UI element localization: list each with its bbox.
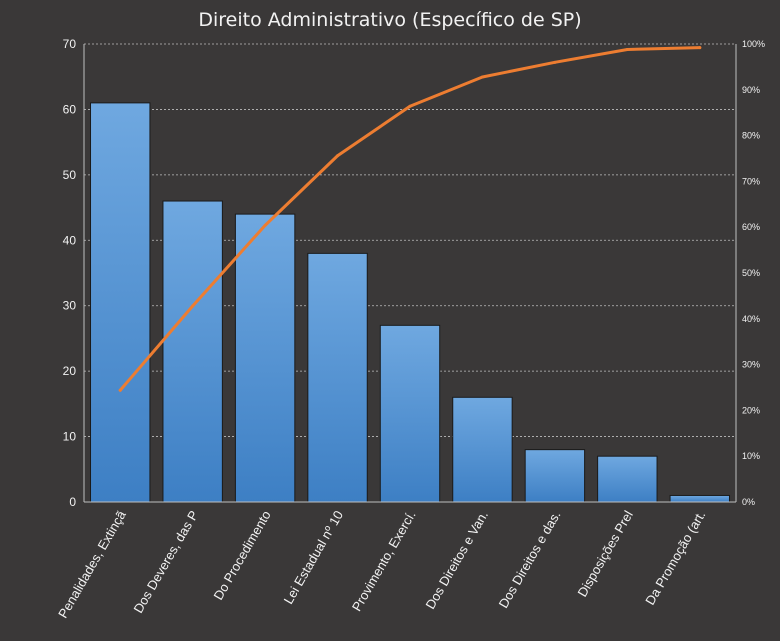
x-tick-label: Dos Deveres, das P (130, 508, 201, 616)
y-tick-label: 60 (63, 102, 77, 116)
chart-title: Direito Administrativo (Específico de SP… (198, 9, 581, 31)
cumulative-point (118, 388, 122, 392)
y-tick-label: 20 (63, 364, 77, 378)
cumulative-point (698, 46, 702, 50)
cumulative-point (336, 154, 340, 158)
y2-tick-label: 40% (742, 314, 760, 324)
y-tick-label: 10 (63, 430, 77, 444)
bar (234, 213, 296, 503)
y2-tick-label: 60% (742, 222, 760, 232)
x-tick-label: Disposições Prel (575, 508, 636, 599)
bar (90, 102, 151, 503)
cumulative-point (263, 223, 267, 227)
y2-tick-label: 50% (742, 268, 760, 278)
bar (524, 449, 586, 503)
bar (452, 396, 513, 503)
y2-tick-label: 30% (742, 360, 760, 370)
y-tick-label: 70 (63, 37, 77, 51)
cumulative-point (408, 104, 412, 108)
y-axis-left: 0 10 20 30 40 50 60 70 (63, 37, 85, 509)
cumulative-point (480, 75, 484, 79)
bar (307, 252, 368, 503)
cumulative-point (553, 60, 557, 64)
y-tick-label: 50 (63, 168, 77, 182)
y-tick-label: 30 (63, 299, 77, 313)
x-tick-label: Da Promoção (art. (642, 508, 708, 607)
x-tick-label: Penalidades, Extinçã (55, 507, 129, 620)
bar (597, 455, 658, 503)
y2-tick-label: 0% (742, 497, 755, 507)
bar (379, 324, 441, 503)
x-tick-label: Lei Estadual nº 10 (281, 508, 347, 607)
y2-tick-label: 20% (742, 405, 760, 415)
y-tick-label: 40 (63, 233, 77, 247)
bar (162, 200, 223, 503)
cumulative-point (625, 47, 629, 51)
bar (669, 494, 730, 503)
x-tick-label: Do Procedimento (210, 508, 273, 602)
y2-tick-label: 90% (742, 85, 760, 95)
y2-tick-label: 80% (742, 131, 760, 141)
y2-tick-label: 70% (742, 176, 760, 186)
y-tick-label: 0 (69, 495, 76, 509)
x-axis: Penalidades, Extinçã Dos Deveres, das P Do… (55, 501, 736, 621)
x-tick-label: Dos Direitos e Van. (423, 508, 492, 612)
cumulative-point (191, 304, 195, 308)
cumulative-line-group (118, 46, 702, 392)
y-axis-right: 0% 10% 20% 30% 40% 50% 60% 70% 80% 90% 100% (735, 39, 765, 507)
x-tick-label: Provimento, Exercí. (349, 508, 419, 614)
bars (90, 102, 730, 503)
x-tick-label: Dos Direitos e das. (496, 508, 564, 611)
y2-tick-label: 10% (742, 451, 760, 461)
y2-tick-label: 100% (742, 39, 765, 49)
